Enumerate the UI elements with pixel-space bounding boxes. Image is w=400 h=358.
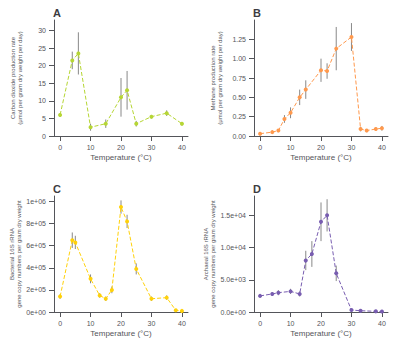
svg-text:0: 0 xyxy=(258,144,262,151)
svg-text:Carbon dioxide production rate: Carbon dioxide production rate xyxy=(10,36,16,119)
svg-text:0.75: 0.75 xyxy=(232,75,246,82)
svg-text:20: 20 xyxy=(317,144,325,151)
svg-text:1.0e+04: 1.0e+04 xyxy=(221,244,247,251)
svg-text:40: 40 xyxy=(178,144,186,151)
svg-text:Temperature (°C): Temperature (°C) xyxy=(290,329,352,338)
svg-text:10: 10 xyxy=(87,320,95,327)
svg-text:0: 0 xyxy=(258,320,262,327)
svg-text:0.50: 0.50 xyxy=(232,94,246,101)
svg-text:40: 40 xyxy=(178,320,186,327)
svg-text:B: B xyxy=(253,7,261,19)
svg-text:30: 30 xyxy=(348,320,356,327)
svg-text:gene copy numbers per gram dry: gene copy numbers per gram dry weight xyxy=(16,200,22,308)
svg-text:D: D xyxy=(253,183,261,195)
svg-text:30: 30 xyxy=(148,144,156,151)
svg-text:gene copy numbers per gram dry: gene copy numbers per gram dry weight xyxy=(210,200,216,308)
svg-text:10: 10 xyxy=(287,320,295,327)
svg-text:40: 40 xyxy=(378,144,386,151)
svg-text:Archaeal 16S rRNA: Archaeal 16S rRNA xyxy=(203,228,209,280)
svg-text:10: 10 xyxy=(287,144,295,151)
svg-text:0: 0 xyxy=(42,133,46,140)
svg-text:0e+00: 0e+00 xyxy=(26,309,46,316)
svg-text:C: C xyxy=(53,183,61,195)
svg-text:1.00: 1.00 xyxy=(232,55,246,62)
svg-text:1.25: 1.25 xyxy=(232,36,246,43)
svg-text:0: 0 xyxy=(58,320,62,327)
svg-text:20: 20 xyxy=(38,62,46,69)
svg-text:Methane production rate: Methane production rate xyxy=(210,45,216,111)
svg-text:6e+05: 6e+05 xyxy=(26,242,46,249)
svg-text:0.0e+00: 0.0e+00 xyxy=(221,309,247,316)
svg-text:20: 20 xyxy=(317,320,325,327)
svg-text:Bacterial 16S rRNA: Bacterial 16S rRNA xyxy=(9,228,15,280)
svg-text:1e+06: 1e+06 xyxy=(26,198,46,205)
svg-text:30: 30 xyxy=(148,320,156,327)
svg-text:5: 5 xyxy=(42,115,46,122)
svg-text:Temperature (°C): Temperature (°C) xyxy=(290,153,352,162)
svg-text:10: 10 xyxy=(87,144,95,151)
svg-text:A: A xyxy=(53,7,61,19)
svg-text:4e+05: 4e+05 xyxy=(26,264,46,271)
svg-text:10: 10 xyxy=(38,97,46,104)
svg-text:2e+05: 2e+05 xyxy=(26,286,46,293)
svg-text:1.5e+04: 1.5e+04 xyxy=(221,212,247,219)
svg-text:0.25: 0.25 xyxy=(232,113,246,120)
svg-text:(μmol per gram dry weight per: (μmol per gram dry weight per day) xyxy=(17,31,23,125)
svg-text:30: 30 xyxy=(38,27,46,34)
svg-text:5.0e+03: 5.0e+03 xyxy=(221,276,247,283)
svg-text:20: 20 xyxy=(117,144,125,151)
svg-text:0.00: 0.00 xyxy=(232,133,246,140)
svg-text:8e+05: 8e+05 xyxy=(26,220,46,227)
svg-text:Temperature (°C): Temperature (°C) xyxy=(90,329,152,338)
svg-text:(μmol per gram dry weight per: (μmol per gram dry weight per day) xyxy=(217,31,223,125)
svg-text:25: 25 xyxy=(38,45,46,52)
svg-text:Temperature (°C): Temperature (°C) xyxy=(90,153,152,162)
svg-text:0: 0 xyxy=(58,144,62,151)
svg-text:20: 20 xyxy=(117,320,125,327)
svg-text:15: 15 xyxy=(38,80,46,87)
svg-text:30: 30 xyxy=(348,144,356,151)
svg-text:40: 40 xyxy=(378,320,386,327)
